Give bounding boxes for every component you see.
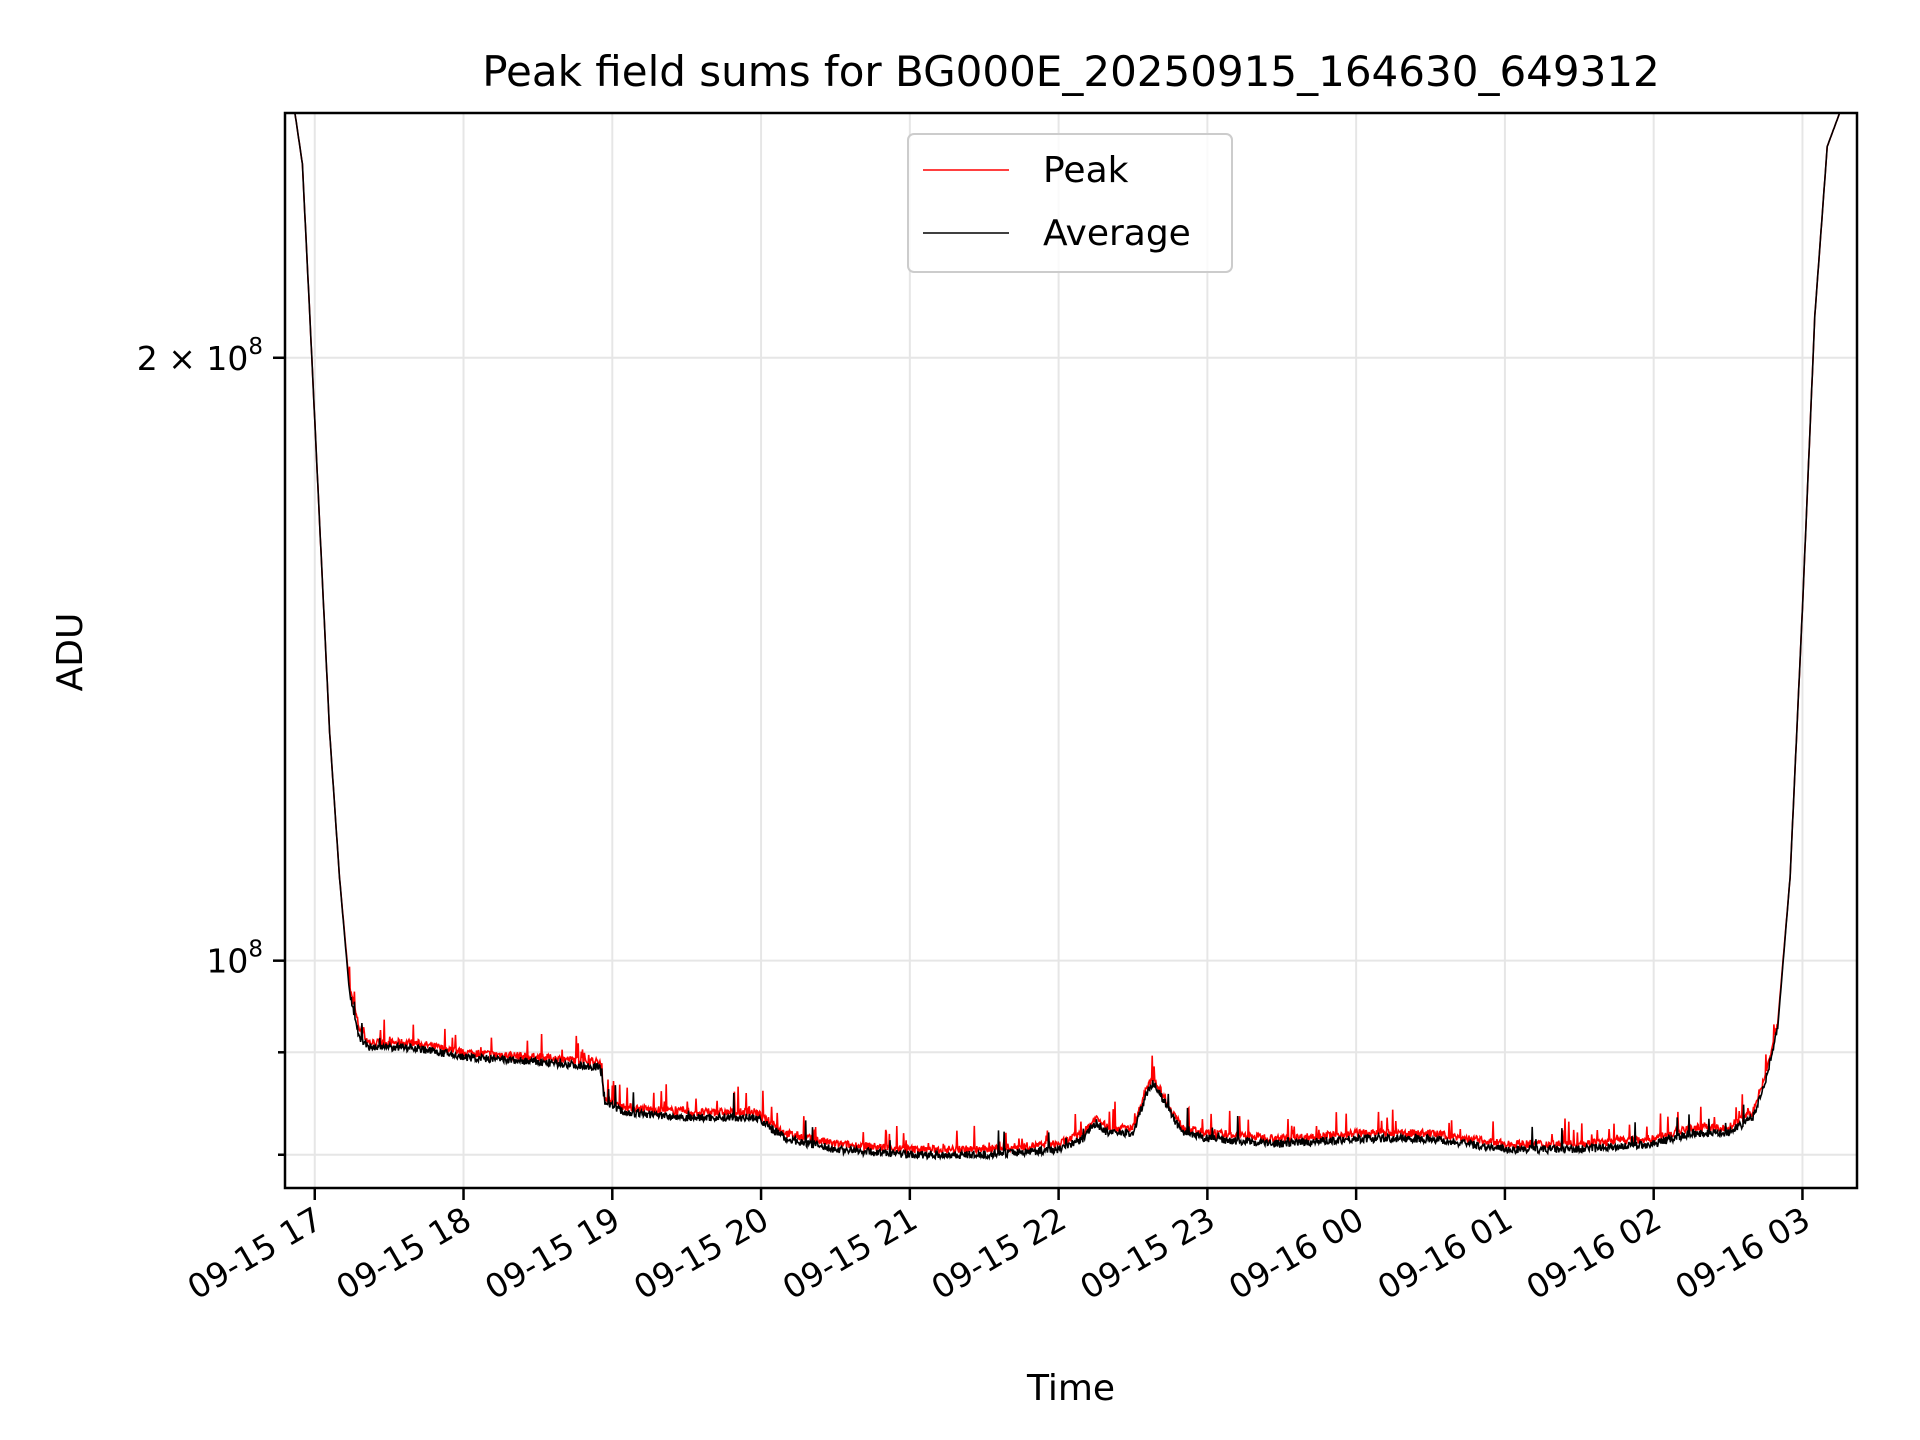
y-tick-base: 10 <box>206 339 248 378</box>
y-tick-label: 2 × 108 <box>137 334 263 378</box>
legend-average-label: Average <box>1043 213 1191 254</box>
y-tick-exponent: 8 <box>248 937 263 963</box>
legend: Peak Average <box>907 133 1233 273</box>
y-tick-base: 10 <box>206 942 248 981</box>
y-axis-label: ADU <box>50 613 91 692</box>
x-axis-label: Time <box>1026 1368 1115 1409</box>
grid-layer <box>285 113 1857 1188</box>
y-tick-exponent: 8 <box>248 334 263 360</box>
series-layer <box>285 113 1857 1161</box>
legend-peak-label: Peak <box>1043 150 1129 191</box>
plot-frame <box>283 111 1859 1190</box>
legend-box <box>907 133 1233 273</box>
y-tick-label: 108 <box>206 937 263 981</box>
series-line-peak <box>285 113 1857 1157</box>
series-line-average <box>285 113 1857 1161</box>
chart-title: Peak field sums for BG000E_20250915_1646… <box>482 47 1660 96</box>
y-tick-mantissa: 2 × <box>137 339 207 378</box>
